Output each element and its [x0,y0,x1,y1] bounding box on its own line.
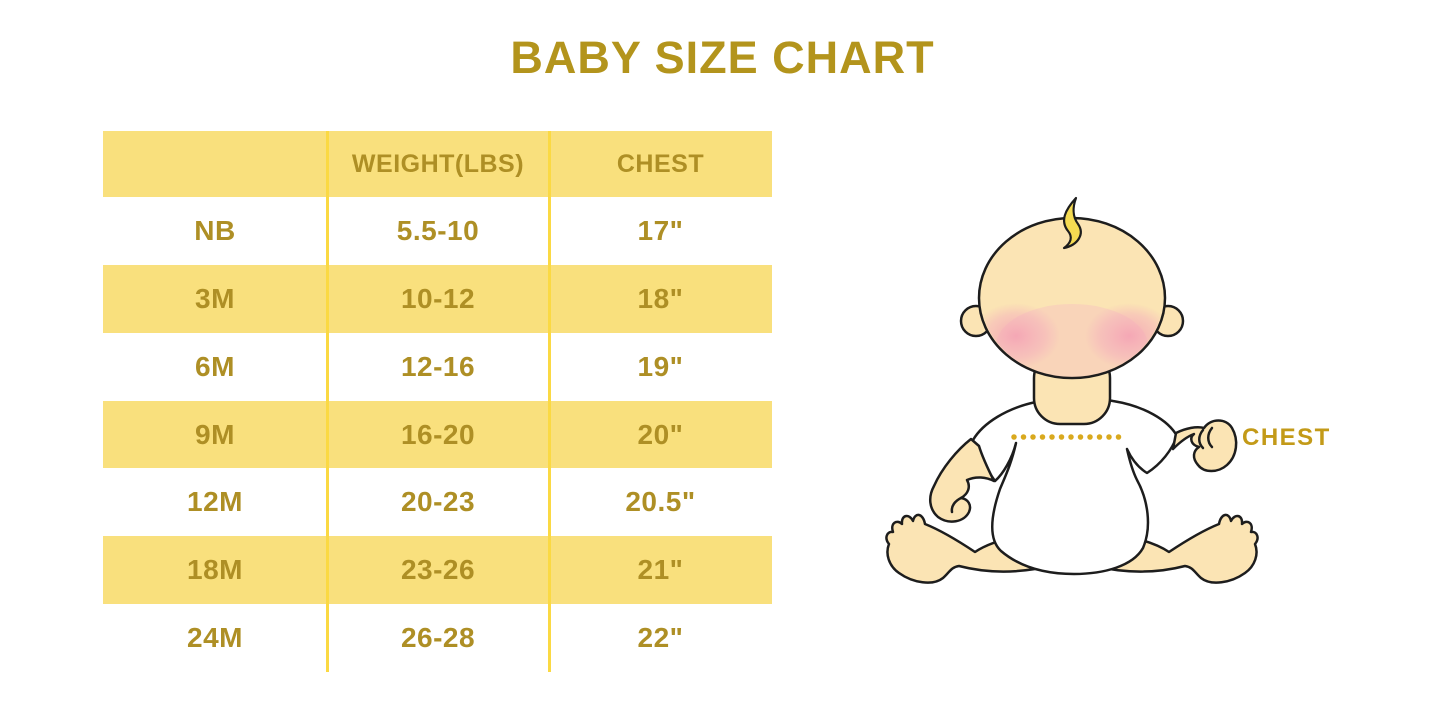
cell-chest: 17" [637,214,684,246]
table-header-row: WEIGHT(LBS) CHEST [103,131,772,197]
baby-fist-detail [1198,426,1214,450]
page-title: BABY SIZE CHART [510,32,935,83]
cell-weight: 12-16 [400,350,476,382]
cell-weight: 5.5-10 [396,214,480,246]
cell-size: NB [194,214,236,246]
baby-hair-curl [1062,196,1082,250]
baby-size-table: WEIGHT(LBS) CHEST NB 5.5-10 17" 3M 10-12… [103,131,772,672]
table-row: 24M 26-28 22" [103,604,772,672]
cell-chest: 19" [637,350,684,382]
table-row: 18M 23-26 21" [103,536,772,605]
cell-size: 18M [187,554,243,586]
table-row: NB 5.5-10 17" [103,197,772,265]
table-row: 9M 16-20 20" [103,400,772,469]
baby-left-leg [885,513,1052,584]
cell-chest: 18" [637,282,684,314]
baby-illustration [885,190,1335,600]
cell-weight: 16-20 [400,418,476,450]
baby-right-arm [1171,419,1238,473]
cell-weight: 20-23 [400,486,476,518]
table-row: 12M 20-23 20.5" [103,468,772,536]
header-cell-chest: CHEST [616,149,705,178]
cell-chest: 20.5" [625,486,696,518]
baby-right-leg [1092,513,1259,584]
cell-size: 24M [187,622,243,654]
cell-weight: 10-12 [400,282,476,314]
cell-size: 3M [195,282,235,314]
cell-chest: 22" [637,622,684,654]
baby-icon [885,196,1259,584]
header-cell-weight: WEIGHT(LBS) [351,149,525,178]
cell-chest: 20" [637,418,684,450]
baby-left-arm [929,437,996,523]
header-cell-size [103,131,327,197]
cell-size: 9M [195,418,235,450]
baby-blush [981,303,1163,377]
column-divider [548,131,551,672]
table-row: 3M 10-12 18" [103,264,772,333]
cell-weight: 23-26 [400,554,476,586]
cell-size: 6M [195,350,235,382]
column-divider [326,131,329,672]
cell-size: 12M [187,486,243,518]
cell-weight: 26-28 [400,622,476,654]
baby-left-hand-detail [950,496,963,514]
cell-chest: 21" [637,554,684,586]
chest-label: CHEST [1242,424,1331,451]
table-row: 6M 12-16 19" [103,333,772,401]
